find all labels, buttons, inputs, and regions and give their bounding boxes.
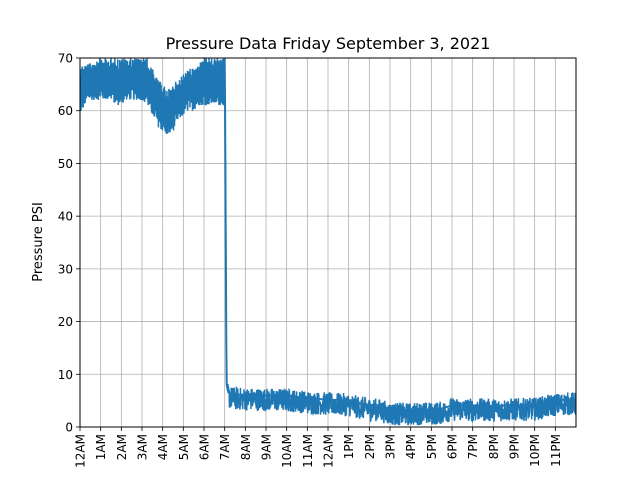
x-tick-label: 6PM: [446, 434, 460, 459]
y-tick-label: 20: [58, 315, 73, 329]
series-trend-line: [223, 58, 576, 412]
x-tick-label: 9AM: [260, 434, 274, 460]
y-tick-label: 70: [58, 52, 73, 66]
x-tick-label: 10AM: [280, 434, 294, 468]
x-tick-label: 1PM: [342, 434, 356, 459]
y-tick-label: 60: [58, 104, 73, 118]
chart-title: Pressure Data Friday September 3, 2021: [166, 34, 491, 53]
y-tick-label: 0: [65, 421, 73, 435]
x-tick-label: 7AM: [218, 434, 232, 460]
y-tick-label: 10: [58, 368, 73, 382]
x-tick-label: 5AM: [177, 434, 191, 460]
x-tick-label: 2PM: [363, 434, 377, 459]
y-axis-ticks: 0 10 20 30 40 50 60 70: [58, 52, 80, 435]
plot-area: [80, 58, 576, 426]
series-tail-path: [223, 58, 576, 426]
x-tick-label: 11PM: [549, 434, 563, 467]
x-tick-label: 6AM: [198, 434, 212, 460]
x-tick-label: 3PM: [384, 434, 398, 459]
x-tick-label: 8PM: [487, 434, 501, 459]
series-band-path: [80, 58, 226, 134]
x-tick-label: 2AM: [115, 434, 129, 460]
x-tick-label: 4PM: [404, 434, 418, 459]
x-tick-label: 12AM: [322, 434, 336, 468]
y-tick-label: 30: [58, 262, 73, 276]
x-tick-label: 5PM: [425, 434, 439, 459]
x-tick-label: 4AM: [156, 434, 170, 460]
x-tick-label: 1AM: [94, 434, 108, 460]
y-axis-label: Pressure PSI: [31, 202, 46, 282]
x-tick-label: 10PM: [528, 434, 542, 467]
x-tick-label: 12AM: [74, 434, 88, 468]
x-tick-label: 7PM: [466, 434, 480, 459]
x-tick-label: 3AM: [136, 434, 150, 460]
x-tick-label: 9PM: [508, 434, 522, 459]
y-tick-label: 50: [58, 157, 73, 171]
y-tick-label: 40: [58, 210, 73, 224]
grid: [80, 58, 576, 427]
x-tick-label: 8AM: [239, 434, 253, 460]
x-axis-ticks: 12AM 1AM 2AM 3AM 4AM 5AM 6AM 7AM 8AM 9AM 10AM 11AM 1…: [74, 427, 563, 468]
series-line: [80, 58, 576, 426]
x-tick-label: 11AM: [301, 434, 315, 468]
